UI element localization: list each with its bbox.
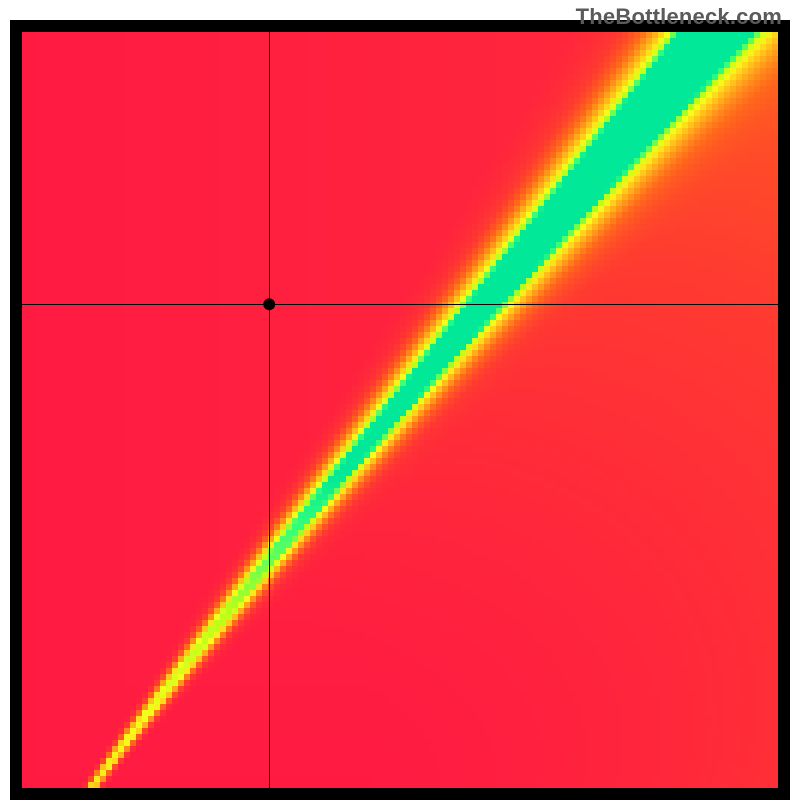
reference-crosshair (22, 32, 778, 788)
source-watermark: TheBottleneck.com (576, 4, 782, 30)
plot-frame-right (778, 32, 790, 788)
plot-frame-bottom (10, 788, 790, 800)
plot-frame-left (10, 32, 22, 788)
chart-container: TheBottleneck.com (0, 0, 800, 800)
